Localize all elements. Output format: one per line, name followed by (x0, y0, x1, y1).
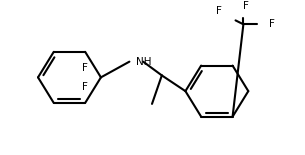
Text: F: F (82, 82, 88, 92)
Text: F: F (216, 6, 222, 16)
Text: F: F (243, 1, 249, 11)
Text: F: F (269, 19, 275, 29)
Text: F: F (82, 63, 88, 73)
Text: NH: NH (136, 57, 152, 67)
